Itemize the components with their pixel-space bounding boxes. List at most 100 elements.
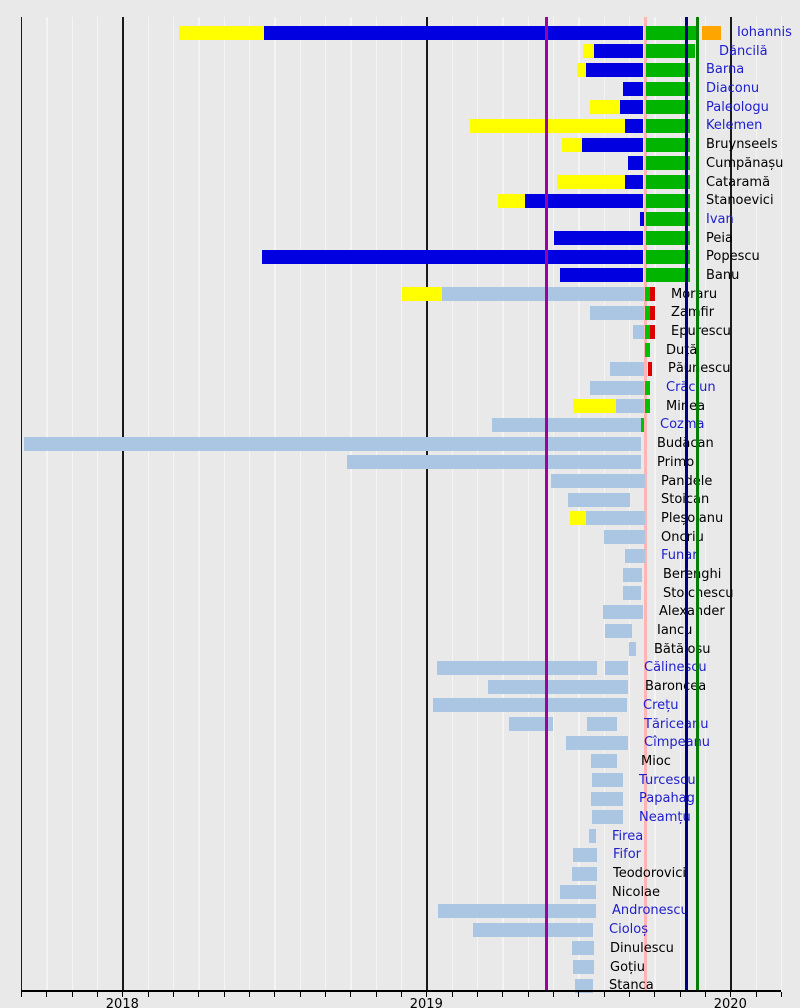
bar-segment-yellow (570, 511, 586, 526)
bar-segment-lightblue (633, 324, 644, 339)
marker-green (641, 417, 644, 432)
candidate-label[interactable]: Diaconu (706, 81, 760, 97)
bar-segment-blue (628, 156, 643, 171)
candidate-label: Oncriu (661, 529, 704, 545)
candidate-label[interactable]: Paleologu (706, 99, 769, 115)
bar-segment-green (646, 212, 690, 227)
bar-segment-lightblue (605, 660, 628, 675)
candidate-label: Bruynseels (706, 137, 778, 153)
candidate-label: Duță (666, 342, 698, 358)
bar-segment-lightblue (605, 623, 632, 638)
month-gridline (476, 17, 479, 990)
candidate-label[interactable]: Neamțu (639, 809, 691, 825)
bar-segment-lightblue (591, 754, 617, 769)
month-gridline (780, 17, 783, 990)
bar-segment-yellow (562, 137, 582, 152)
axis-tick (198, 991, 200, 997)
candidate-label: Primo (657, 454, 695, 470)
bar-segment-blue (264, 25, 643, 40)
candidate-label[interactable]: Fifor (613, 847, 642, 863)
candidate-label[interactable]: Călinescu (644, 660, 707, 676)
bar-segment-lightblue (586, 511, 645, 526)
bar-segment-lightblue (437, 660, 597, 675)
bar-segment-lightblue (590, 380, 644, 395)
event-line-navy-line (685, 17, 688, 990)
axis-tick (628, 991, 630, 997)
candidate-label[interactable]: Crăciun (666, 380, 716, 396)
candidate-label[interactable]: Cîmpeanu (644, 735, 711, 751)
month-gridline (502, 17, 504, 990)
candidate-label[interactable]: Andronescu (612, 903, 689, 919)
event-line-green-line (696, 17, 699, 990)
marker-red (648, 361, 652, 376)
axis-tick (299, 991, 301, 997)
bar-segment-lightblue (573, 960, 594, 974)
axis-tick (248, 991, 250, 997)
candidate-label[interactable]: Turcescu (639, 772, 696, 788)
axis-tick (400, 991, 402, 997)
bar-segment-lightblue (551, 474, 645, 489)
candidate-label[interactable]: Iohannis (737, 25, 792, 40)
candidate-label[interactable]: Cioloș (609, 922, 648, 938)
month-gridline (172, 17, 175, 990)
candidate-label: Moraru (671, 286, 718, 302)
bar-segment-lightblue (592, 810, 623, 825)
bar-segment-green (646, 137, 690, 152)
candidate-label[interactable]: Crețu (643, 697, 679, 713)
bar-segment-green (646, 81, 690, 96)
year-gridline (730, 17, 732, 990)
bar-segment-green (646, 100, 690, 115)
axis-tick (172, 991, 174, 997)
axis-tick (476, 991, 478, 997)
candidate-label[interactable]: Dăncilă (719, 43, 768, 59)
bar-segment-yellow (583, 44, 594, 59)
bar-segment-yellow (498, 193, 525, 208)
bar-segment-lightblue (488, 679, 628, 694)
bar-segment-lightblue (509, 717, 553, 732)
candidate-label: Dinulescu (610, 940, 674, 956)
bar-segment-green (646, 175, 690, 190)
bar-segment-blue (554, 231, 643, 246)
bar-segment-orange (702, 25, 721, 40)
candidate-label[interactable]: Tăriceanu (644, 716, 709, 732)
year-gridline (426, 17, 428, 990)
month-gridline (96, 17, 99, 990)
marker-green (645, 343, 650, 358)
candidate-label[interactable]: Kelemen (706, 118, 763, 134)
candidate-label: Iancu (657, 623, 693, 639)
bar-segment-lightblue (492, 417, 641, 432)
month-gridline (46, 17, 48, 990)
bar-segment-lightblue (623, 586, 641, 601)
bar-segment-blue (594, 44, 643, 59)
bar-segment-green (646, 44, 695, 59)
candidate-label[interactable]: Firea (612, 828, 644, 844)
bar-segment-green (646, 193, 690, 208)
bar-segment-lightblue (560, 885, 596, 900)
bar-segment-blue (586, 62, 643, 77)
axis-tick (704, 991, 706, 997)
month-gridline (755, 17, 758, 990)
candidate-label[interactable]: Funar (661, 548, 698, 564)
bar-segment-green (646, 62, 690, 77)
axis-tick (324, 991, 326, 997)
month-gridline (198, 17, 200, 990)
bar-segment-green (646, 156, 690, 171)
month-gridline (400, 17, 403, 990)
candidate-label[interactable]: Papahagi (639, 791, 699, 807)
candidate-label[interactable]: Cozma (660, 417, 705, 433)
bar-segment-lightblue (442, 287, 644, 302)
marker-green (645, 324, 650, 339)
axis-tick (679, 991, 681, 997)
candidate-label: Baroncea (645, 679, 707, 695)
bar-segment-lightblue (575, 978, 593, 993)
bar-segment-green (646, 268, 690, 283)
candidate-label: Bătăiosu (654, 641, 711, 657)
axis-tick (552, 991, 554, 997)
axis-baseline (21, 990, 781, 992)
candidate-label[interactable]: Ivan (706, 211, 734, 227)
bar-segment-yellow (573, 399, 616, 414)
marker-green (645, 399, 650, 414)
candidate-label[interactable]: Barna (706, 62, 745, 78)
bar-segment-lightblue (587, 717, 617, 732)
month-gridline (71, 17, 74, 990)
